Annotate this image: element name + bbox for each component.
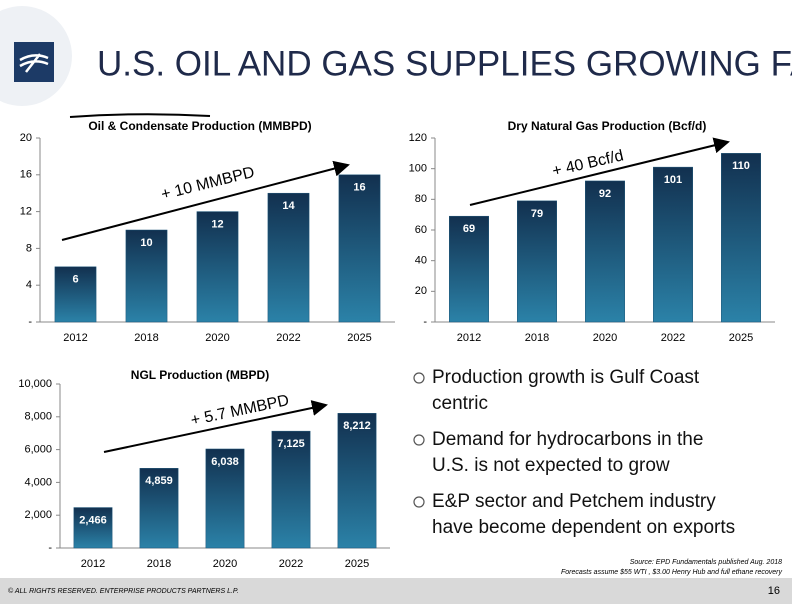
value-label: 8,212 <box>343 420 371 432</box>
source-note: Forecasts assume $55 WTI , $3.00 Henry H… <box>561 569 782 576</box>
y-tick-label: - <box>423 316 427 328</box>
bullet-marker <box>413 496 425 508</box>
bar <box>205 448 245 549</box>
value-label: 92 <box>599 188 611 200</box>
x-tick-label: 2018 <box>525 332 549 344</box>
y-tick-label: 60 <box>415 224 427 236</box>
bullet-marker <box>413 434 425 446</box>
y-tick-label: 4 <box>26 279 32 291</box>
bar <box>139 468 179 549</box>
value-label: 79 <box>531 208 543 220</box>
bar <box>337 413 377 549</box>
x-tick-label: 2022 <box>661 332 685 344</box>
bar <box>125 229 168 323</box>
source: Source: EPD Fundamentals published Aug. … <box>630 559 782 566</box>
value-label: 16 <box>353 182 365 194</box>
bar <box>721 153 761 323</box>
y-tick-label: 8,000 <box>24 411 52 423</box>
annotation: + 10 MMBPD <box>159 164 256 204</box>
bar <box>54 266 97 323</box>
y-tick-label: 20 <box>20 132 32 144</box>
chart-title: NGL Production (MBPD) <box>131 368 269 382</box>
bar <box>271 430 311 549</box>
value-label: 6,038 <box>211 456 239 468</box>
value-label: 12 <box>211 219 223 231</box>
y-tick-label: 4,000 <box>24 476 52 488</box>
x-tick-label: 2012 <box>81 558 105 570</box>
trend-arrow <box>469 137 730 206</box>
logo-mark <box>19 53 49 73</box>
bar <box>338 174 381 323</box>
bullet-text: Demand for hydrocarbons in the <box>432 429 703 450</box>
y-tick-label: 120 <box>409 132 427 144</box>
x-tick-label: 2025 <box>729 332 753 344</box>
bar <box>196 211 239 323</box>
y-tick-label: 10,000 <box>18 378 52 390</box>
bullets: Production growth is Gulf Coast centric De… <box>413 367 735 538</box>
bullet-text: have become dependent on exports <box>432 517 735 538</box>
bullet-marker <box>413 372 425 384</box>
bar <box>449 215 489 323</box>
footer-bar <box>0 578 792 604</box>
y-tick-label: 100 <box>409 163 427 175</box>
y-tick-label: 12 <box>20 206 32 218</box>
x-tick-label: 2025 <box>345 558 369 570</box>
value-label: 101 <box>664 174 682 186</box>
x-tick-label: 2018 <box>134 332 158 344</box>
trend-arrow <box>61 160 350 241</box>
value-label: 2,466 <box>79 514 107 526</box>
x-tick-label: 2020 <box>593 332 617 344</box>
y-tick-label: 80 <box>415 193 427 205</box>
x-tick-label: 2012 <box>457 332 481 344</box>
y-tick-label: 8 <box>26 242 32 254</box>
x-tick-label: 2022 <box>276 332 300 344</box>
x-tick-label: 2025 <box>347 332 371 344</box>
y-tick-label: 2,000 <box>24 509 52 521</box>
trend-arrow <box>103 400 328 453</box>
value-label: 6 <box>72 274 78 286</box>
slide-title: U.S. OIL AND GAS SUPPLIES GROWING FAST <box>97 44 792 83</box>
value-label: 7,125 <box>277 438 305 450</box>
x-tick-label: 2022 <box>279 558 303 570</box>
value-label: 69 <box>463 223 475 235</box>
y-tick-label: 16 <box>20 169 32 181</box>
y-tick-label: 20 <box>415 285 427 297</box>
bar <box>517 200 557 323</box>
chart-title: Oil & Condensate Production (MMBPD) <box>88 119 311 133</box>
x-tick-label: 2020 <box>213 558 237 570</box>
bar <box>73 507 113 549</box>
chart-title: Dry Natural Gas Production (Bcf/d) <box>508 119 707 133</box>
bar <box>585 180 625 323</box>
x-tick-label: 2018 <box>147 558 171 570</box>
x-tick-label: 2012 <box>63 332 87 344</box>
bar <box>267 192 310 323</box>
y-tick-label: 6,000 <box>24 444 52 456</box>
decor-line <box>69 113 211 118</box>
value-label: 110 <box>732 160 750 172</box>
bullet-text: Production growth is Gulf Coast <box>432 367 700 388</box>
y-tick-label: - <box>48 542 52 554</box>
value-label: 10 <box>140 237 152 249</box>
copyright: © ALL RIGHTS RESERVED. ENTERPRISE PRODUC… <box>8 587 239 595</box>
y-tick-label: - <box>28 316 32 328</box>
value-label: 14 <box>282 200 295 212</box>
x-tick-label: 2020 <box>205 332 229 344</box>
bullet-text: centric <box>432 393 488 414</box>
page-number: 16 <box>768 585 780 597</box>
y-tick-label: 40 <box>415 255 427 267</box>
bullet-text: U.S. is not expected to grow <box>432 455 670 476</box>
value-label: 4,859 <box>145 475 173 487</box>
bullet-text: E&P sector and Petchem industry <box>432 491 716 512</box>
bar <box>653 166 693 323</box>
